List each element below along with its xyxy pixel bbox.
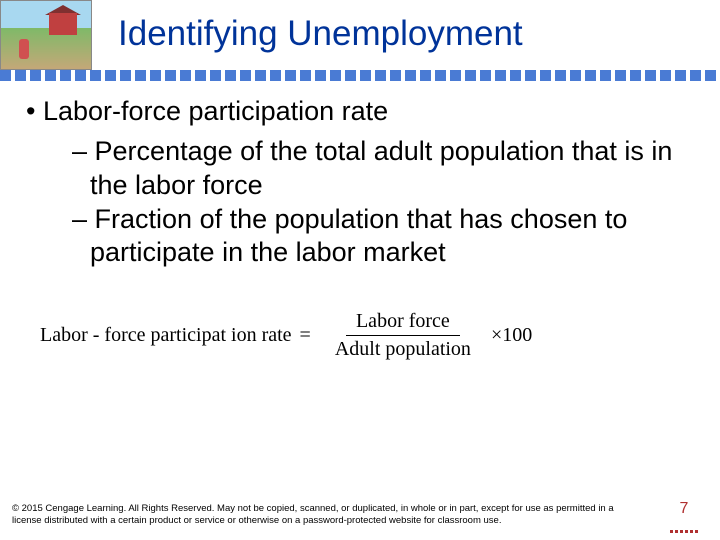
page-number: 7 — [668, 500, 700, 518]
formula-lhs: Labor - force participat ion rate — [40, 324, 292, 347]
formula-denominator: Adult population — [325, 336, 481, 361]
copyright-text: © 2015 Cengage Learning. All Rights Rese… — [12, 503, 640, 526]
slide-title: Identifying Unemployment — [118, 14, 523, 54]
formula-fraction: Labor force Adult population — [325, 310, 481, 361]
thumbnail-barn — [49, 13, 77, 35]
chapter-thumbnail — [0, 0, 92, 70]
title-divider — [0, 68, 720, 82]
formula-equals: = — [300, 324, 311, 347]
thumbnail-figure — [19, 39, 29, 59]
slide-content: Labor-force participation rate Percentag… — [26, 96, 694, 270]
page-number-dots — [668, 520, 700, 526]
bullet-sub-2: Fraction of the population that has chos… — [72, 203, 694, 271]
bullet-main: Labor-force participation rate — [26, 96, 694, 127]
page-number-box: 7 — [668, 500, 700, 526]
formula-numerator: Labor force — [346, 310, 460, 336]
bullet-sub-1: Percentage of the total adult population… — [72, 135, 694, 203]
formula: Labor - force participat ion rate = Labo… — [40, 310, 680, 361]
formula-multiplier: ×100 — [491, 324, 532, 347]
